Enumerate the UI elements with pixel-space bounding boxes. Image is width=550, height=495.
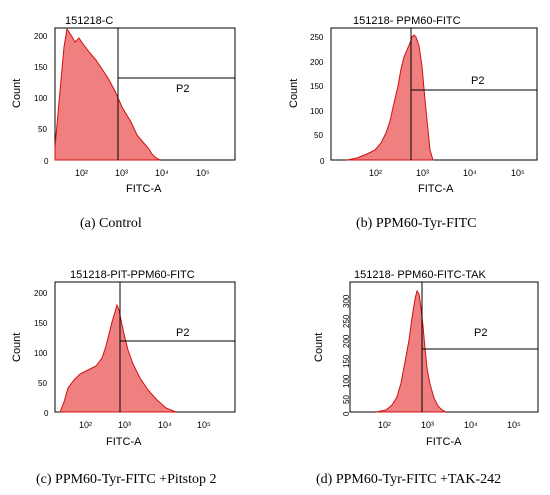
x-axis-label: FITC-A [106, 436, 142, 448]
histogram-chart-d: 151218- PPM60-FITC-TAK FITC-A Count 10² … [313, 269, 539, 448]
histogram-chart-b: 151218- PPM60-FITC FITC-A Count 10² 10³ … [288, 15, 538, 195]
x-tick-label: 10² [79, 420, 92, 430]
x-tick-labels: 10² 10³ 10⁴ 10⁵ [369, 168, 525, 178]
x-tick-label: 10⁴ [158, 420, 172, 430]
x-tick-labels: 10² 10³ 10⁴ 10⁵ [75, 168, 210, 178]
y-tick-label: 150 [34, 63, 48, 72]
plot-frame [349, 281, 539, 413]
chart-title: 151218-PIT-PPM60-FITC [70, 269, 195, 281]
x-tick-label: 10⁵ [197, 420, 211, 430]
y-tick-label: 100 [342, 374, 351, 388]
x-tick-label: 10² [369, 168, 382, 178]
caption-b: (b) PPM60-Tyr-FITC [356, 216, 477, 231]
panel-b: 151218- PPM60-FITC FITC-A Count 10² 10³ … [275, 10, 540, 200]
x-tick-label: 10³ [416, 168, 429, 178]
x-tick-labels: 10² 10³ 10⁴ 10⁵ [79, 420, 211, 430]
chart-title: 151218- PPM60-FITC-TAK [354, 269, 487, 281]
chart-title: 151218- PPM60-FITC [353, 15, 461, 27]
panel-c: 151218-PIT-PPM60-FITC FITC-A Count 10² 1… [0, 262, 240, 452]
y-tick-labels: 0 50 100 150 200 250 [310, 33, 325, 166]
y-tick-label: 50 [38, 379, 47, 388]
histogram-area [59, 303, 177, 413]
y-tick-label: 100 [310, 107, 324, 116]
x-tick-label: 10² [75, 168, 88, 178]
x-tick-label: 10⁵ [511, 168, 525, 178]
chart-title: 151218-C [65, 15, 113, 27]
y-tick-label: 300 [342, 294, 351, 308]
y-tick-label: 200 [310, 58, 324, 67]
y-tick-label: 100 [34, 94, 48, 103]
y-tick-label: 100 [34, 349, 48, 358]
caption-a: (a) Control [80, 216, 142, 231]
x-axis-label: FITC-A [426, 436, 462, 448]
y-tick-label: 150 [342, 354, 351, 368]
y-tick-label: 200 [34, 32, 48, 41]
histogram-chart-a: 151218-C FITC-A Count 10² 10³ 10⁴ 10⁵ 0 … [11, 15, 236, 195]
plot-frame [330, 27, 538, 161]
y-tick-label: 0 [44, 409, 49, 418]
x-tick-labels: 10² 10³ 10⁴ 10⁵ [378, 420, 521, 430]
gate-label: P2 [471, 75, 484, 87]
y-tick-label: 0 [44, 157, 49, 166]
gate-label: P2 [176, 327, 189, 339]
y-axis-label: Count [11, 333, 23, 362]
x-tick-label: 10³ [115, 168, 128, 178]
x-tick-label: 10⁵ [196, 168, 210, 178]
gate-label: P2 [474, 327, 487, 339]
y-tick-label: 200 [34, 289, 48, 298]
y-tick-label: 150 [34, 319, 48, 328]
x-tick-label: 10⁵ [507, 420, 521, 430]
y-tick-labels: 0 50 100 150 200 250 300 [342, 294, 351, 416]
x-tick-label: 10³ [118, 420, 131, 430]
y-tick-label: 50 [314, 131, 323, 140]
y-tick-label: 50 [38, 125, 47, 134]
y-axis-label: Count [288, 79, 300, 108]
x-axis-label: FITC-A [418, 183, 454, 195]
y-tick-label: 150 [310, 82, 324, 91]
y-tick-label: 250 [310, 33, 324, 42]
histogram-area [54, 27, 161, 161]
panel-d: 151218- PPM60-FITC-TAK FITC-A Count 10² … [278, 262, 543, 452]
gate-label: P2 [176, 83, 189, 95]
x-tick-label: 10² [378, 420, 391, 430]
y-tick-label: 50 [342, 395, 351, 404]
y-tick-label: 250 [342, 314, 351, 328]
y-tick-labels: 0 50 100 150 200 [34, 289, 49, 418]
y-tick-label: 200 [342, 334, 351, 348]
y-tick-label: 0 [320, 157, 325, 166]
x-tick-label: 10⁴ [463, 168, 477, 178]
y-tick-label: 0 [342, 411, 351, 416]
x-tick-label: 10⁴ [464, 420, 478, 430]
histogram-area [375, 289, 447, 413]
x-tick-label: 10⁴ [155, 168, 169, 178]
histogram-area [346, 34, 434, 161]
histogram-chart-c: 151218-PIT-PPM60-FITC FITC-A Count 10² 1… [11, 269, 236, 448]
y-axis-label: Count [11, 79, 23, 108]
y-axis-label: Count [313, 333, 325, 362]
caption-c: (c) PPM60-Tyr-FITC +Pitstop 2 [36, 472, 217, 487]
y-tick-labels: 0 50 100 150 200 [34, 32, 49, 166]
x-axis-label: FITC-A [126, 183, 162, 195]
caption-d: (d) PPM60-Tyr-FITC +TAK-242 [316, 472, 502, 487]
panel-a: 151218-C FITC-A Count 10² 10³ 10⁴ 10⁵ 0 … [0, 10, 240, 200]
x-tick-label: 10³ [421, 420, 434, 430]
